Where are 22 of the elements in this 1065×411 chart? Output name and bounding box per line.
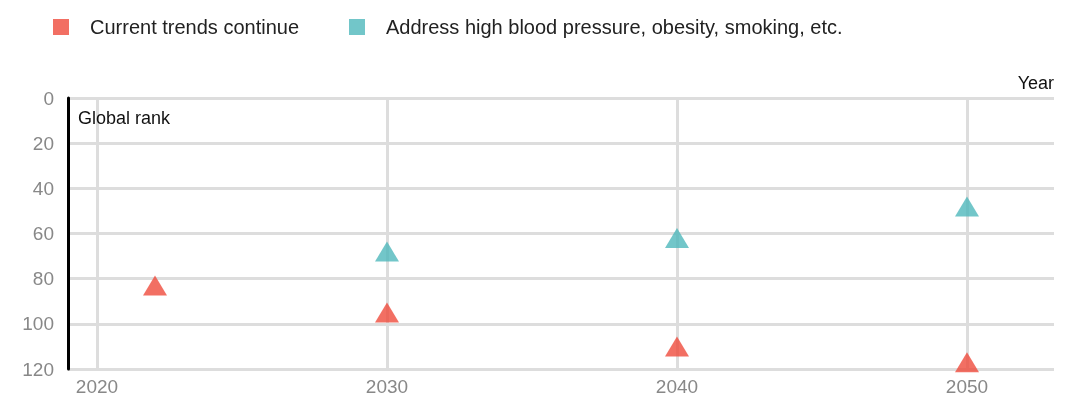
x-tick-label: 2050: [945, 376, 989, 397]
x-axis-title: Year: [1017, 73, 1054, 93]
y-axis-title: Global rank: [78, 108, 172, 128]
x-tick-label: 2040: [655, 376, 699, 397]
y-tick-label: 0: [43, 87, 54, 109]
y-tick-label: 80: [32, 268, 54, 290]
point: [955, 352, 979, 373]
y-tick-label: 20: [32, 132, 54, 154]
point: [375, 302, 399, 323]
y-tick-label: 100: [22, 313, 54, 335]
x-tick-label: 2030: [365, 376, 409, 397]
point: [143, 275, 167, 296]
point: [665, 228, 689, 249]
point: [375, 241, 399, 262]
point: [955, 196, 979, 217]
point: [665, 336, 689, 357]
y-tick-label: 40: [32, 177, 54, 199]
x-tick-label: 2020: [75, 376, 119, 397]
legend-label: Current trends continue: [90, 16, 300, 38]
legend-label: Address high blood pressure, obesity, smoking, etc.: [386, 16, 843, 38]
y-tick-label: 120: [22, 358, 54, 380]
y-tick-label: 60: [32, 223, 54, 244]
